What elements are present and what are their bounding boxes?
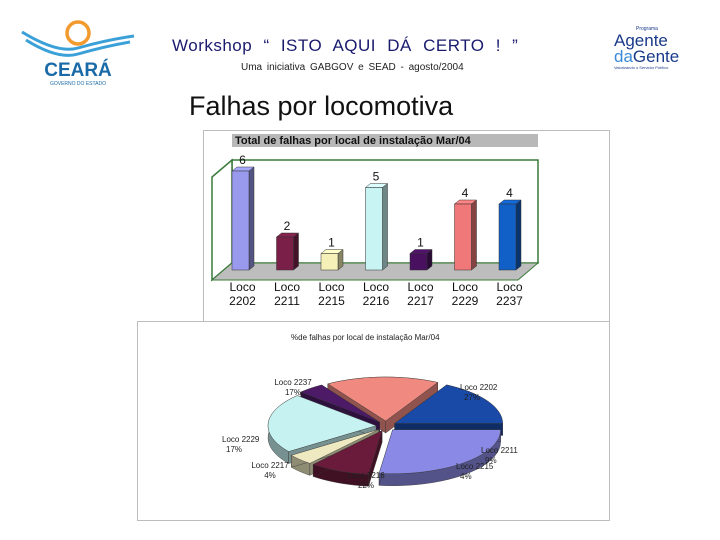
bar-chart-side-wall (211, 158, 233, 282)
logo-right-line2b: Gente (633, 47, 679, 66)
bar-value-label: 4 (462, 186, 469, 200)
bar-category-label: 2211 (274, 294, 300, 308)
logo-left-tagline: GOVERNO DO ESTADO (50, 81, 106, 87)
bar-loco-2229 (453, 199, 478, 271)
bar-category-label: Loco (274, 280, 300, 294)
bar-chart-title-bg (232, 134, 538, 147)
bar-loco-2215 (320, 248, 344, 271)
pie-slice-percent: 9% (485, 456, 497, 465)
bar-chart-title: Total de falhas por local de instalação … (235, 135, 472, 147)
pie-slice-percent: 27% (464, 393, 480, 402)
pie-slice-label: Loco 2237 (274, 378, 312, 387)
pie-slice-percent: 4% (460, 472, 472, 481)
bar-loco-2237 (498, 199, 522, 271)
pie-chart-title: %de falhas por local de instalação Mar/0… (291, 333, 440, 342)
pie-slice-percent: 4% (264, 471, 276, 480)
logo-left-text: CEARÁ (44, 59, 112, 81)
pie-slice-label: Loco 2211 (481, 446, 518, 455)
bar-category-label: Loco (229, 280, 255, 294)
logo-right-line2a: da (614, 47, 633, 66)
logo-right-line1: Agente (614, 31, 668, 50)
pie-chart: %de falhas por local de instalação Mar/0… (137, 321, 610, 521)
ceara-logo: CEARÁ GOVERNO DO ESTADO (18, 18, 138, 88)
bar-loco-2216 (364, 182, 389, 271)
pie-slice-loco-2211 (312, 430, 383, 487)
bar-value-label: 5 (373, 170, 380, 184)
bar-value-label: 1 (417, 236, 424, 250)
bar-category-label: Loco (407, 280, 433, 294)
bar-loco-2202 (231, 166, 255, 271)
slide-title: Falhas por locomotiva (189, 91, 454, 121)
pie-slice-percent: 17% (226, 445, 242, 454)
bar-value-label: 2 (284, 219, 291, 233)
logo-right-small: Programa (636, 26, 658, 32)
bar-loco-2211 (275, 232, 300, 271)
pie-slice-label: Loco 2216 (347, 471, 385, 480)
bar-category-label: 2229 (452, 294, 479, 308)
bar-category-label: 2216 (363, 294, 390, 308)
pie-slice-label: Loco 2217 (251, 461, 289, 470)
bar-value-label: 4 (506, 186, 513, 200)
bar-category-label: 2237 (496, 294, 523, 308)
bar-category-label: 2215 (318, 294, 345, 308)
bar-category-label: 2202 (229, 294, 256, 308)
logo-right-tagline: Valorizando o Servidor Público (614, 65, 669, 70)
agente-da-gente-logo: Programa Agente daGente Valorizando o Se… (608, 24, 690, 74)
bar-value-label: 6 (239, 153, 246, 167)
bar-category-label: 2217 (407, 294, 434, 308)
bar-chart: Total de falhas por local de instalação … (203, 130, 610, 322)
bar-category-label: Loco (452, 280, 478, 294)
pie-slice-percent: 22% (358, 481, 374, 490)
header-subtitle: Uma iniciativa GABGOV e SEAD - agosto/20… (241, 62, 464, 73)
bar-loco-2217 (409, 248, 433, 271)
header-title: Workshop “ ISTO AQUI DÁ CERTO ! ” (172, 36, 519, 55)
bar-category-label: Loco (318, 280, 344, 294)
svg-text:daGente: daGente (614, 47, 679, 66)
pie-slice-loco-2202 (378, 429, 501, 486)
bar-category-label: Loco (363, 280, 389, 294)
bar-category-label: Loco (496, 280, 522, 294)
pie-slice-label: Loco 2202 (460, 383, 498, 392)
pie-slice-label: Loco 2229 (222, 435, 260, 444)
pie-slice-label: Loco 2215 (456, 462, 494, 471)
bar-value-label: 1 (328, 236, 335, 250)
pie-slice-percent: 17% (285, 388, 301, 397)
